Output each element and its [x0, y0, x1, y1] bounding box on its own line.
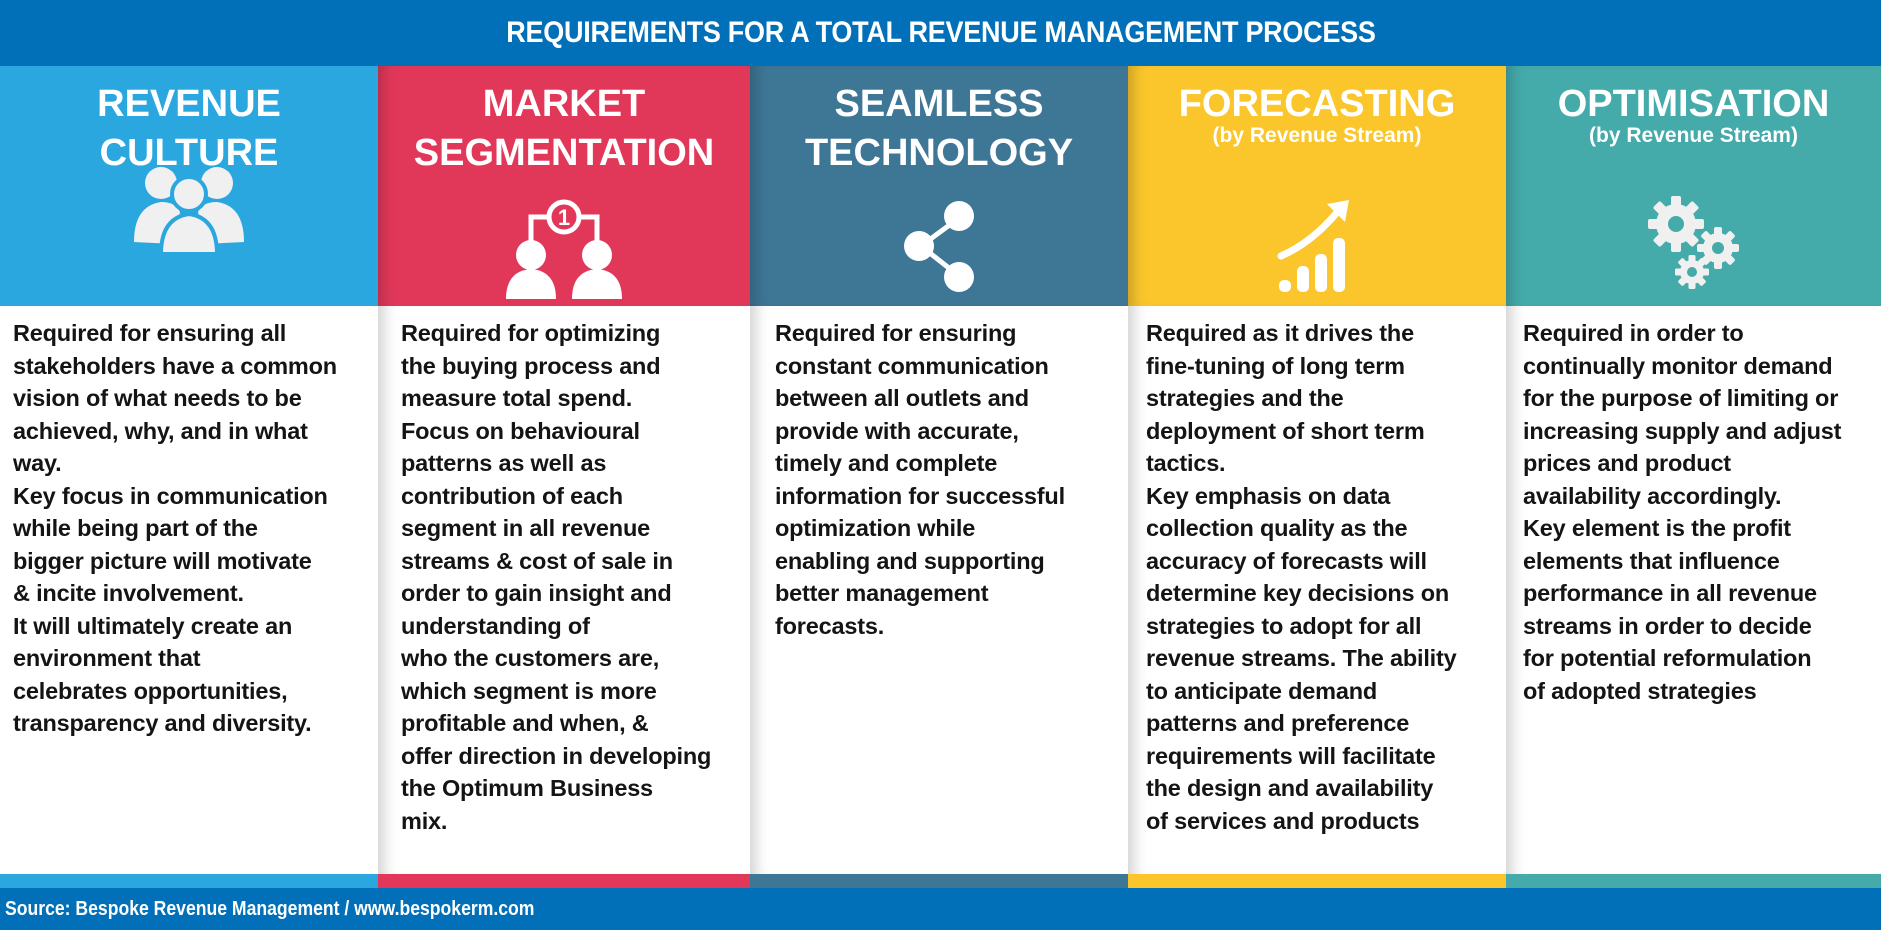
page-title: REQUIREMENTS FOR A TOTAL REVENUE MANAGEM…	[505, 16, 1376, 49]
share-network-icon	[899, 198, 979, 299]
column-seamless-technology: SEAMLESS TECHNOLOGY Required	[750, 66, 1128, 888]
column-market-segmentation: MARKET SEGMENTATION 1	[378, 66, 750, 888]
growth-chart-icon	[1277, 198, 1357, 299]
column-title: OPTIMISATION	[1506, 66, 1881, 129]
column-optimisation: OPTIMISATION (by Revenue Stream)	[1506, 66, 1881, 888]
column-description: Required for ensuring constant communica…	[775, 320, 1065, 639]
column-header: MARKET SEGMENTATION 1	[378, 66, 750, 306]
column-header: OPTIMISATION (by Revenue Stream)	[1506, 66, 1881, 306]
people-group-icon	[134, 162, 244, 259]
column-subtitle: (by Revenue Stream)	[1212, 124, 1422, 147]
column-forecasting: FORECASTING (by Revenue Stream) Required…	[1128, 66, 1506, 888]
segment-number: 1	[558, 205, 570, 230]
column-body: Required as it drives the fine-tuning of…	[1128, 306, 1506, 874]
column-revenue-culture: REVENUE CULTURE Required for ensuring al…	[0, 66, 378, 888]
column-title: MARKET SEGMENTATION	[378, 66, 750, 178]
column-title: REVENUE CULTURE	[0, 66, 378, 178]
column-description: Required in order to continually monitor…	[1523, 320, 1842, 704]
column-description: Required for optimizing the buying proce…	[401, 320, 712, 834]
title-bar: REQUIREMENTS FOR A TOTAL REVENUE MANAGEM…	[0, 0, 1881, 66]
column-header: REVENUE CULTURE	[0, 66, 378, 306]
title-line-1: SEAMLESS	[834, 83, 1044, 125]
title-line-2: TECHNOLOGY	[804, 132, 1074, 174]
column-header: SEAMLESS TECHNOLOGY	[750, 66, 1128, 306]
color-strip	[1128, 874, 1506, 888]
title-line-2: CULTURE	[99, 132, 279, 174]
column-subtitle: (by Revenue Stream)	[1589, 124, 1798, 147]
column-description: Required for ensuring all stakeholders h…	[13, 320, 337, 736]
footer: Source: Bespoke Revenue Management / www…	[0, 888, 1881, 930]
column-title: SEAMLESS TECHNOLOGY	[750, 66, 1128, 178]
requirements-columns: REVENUE CULTURE Required for ensuring al…	[0, 66, 1881, 888]
source-credit: Source: Bespoke Revenue Management / www…	[5, 897, 535, 920]
column-body: Required for optimizing the buying proce…	[378, 306, 750, 874]
column-body: Required for ensuring constant communica…	[750, 306, 1128, 874]
title-line-1: REVENUE	[97, 83, 281, 125]
title-line-2: SEGMENTATION	[413, 132, 715, 174]
color-strip	[1506, 874, 1881, 888]
column-body: Required in order to continually monitor…	[1506, 306, 1881, 874]
column-title: FORECASTING	[1128, 66, 1506, 129]
title-line-1: OPTIMISATION	[1557, 83, 1830, 125]
column-description: Required as it drives the fine-tuning of…	[1146, 320, 1457, 834]
color-strip	[750, 874, 1128, 888]
color-strip	[0, 874, 378, 888]
color-strip	[378, 874, 750, 888]
title-line-1: MARKET	[482, 83, 646, 125]
segmentation-icon: 1	[504, 199, 624, 304]
column-body: Required for ensuring all stakeholders h…	[0, 306, 378, 874]
gears-icon	[1646, 196, 1742, 297]
title-line-1: FORECASTING	[1178, 83, 1456, 125]
column-header: FORECASTING (by Revenue Stream)	[1128, 66, 1506, 306]
